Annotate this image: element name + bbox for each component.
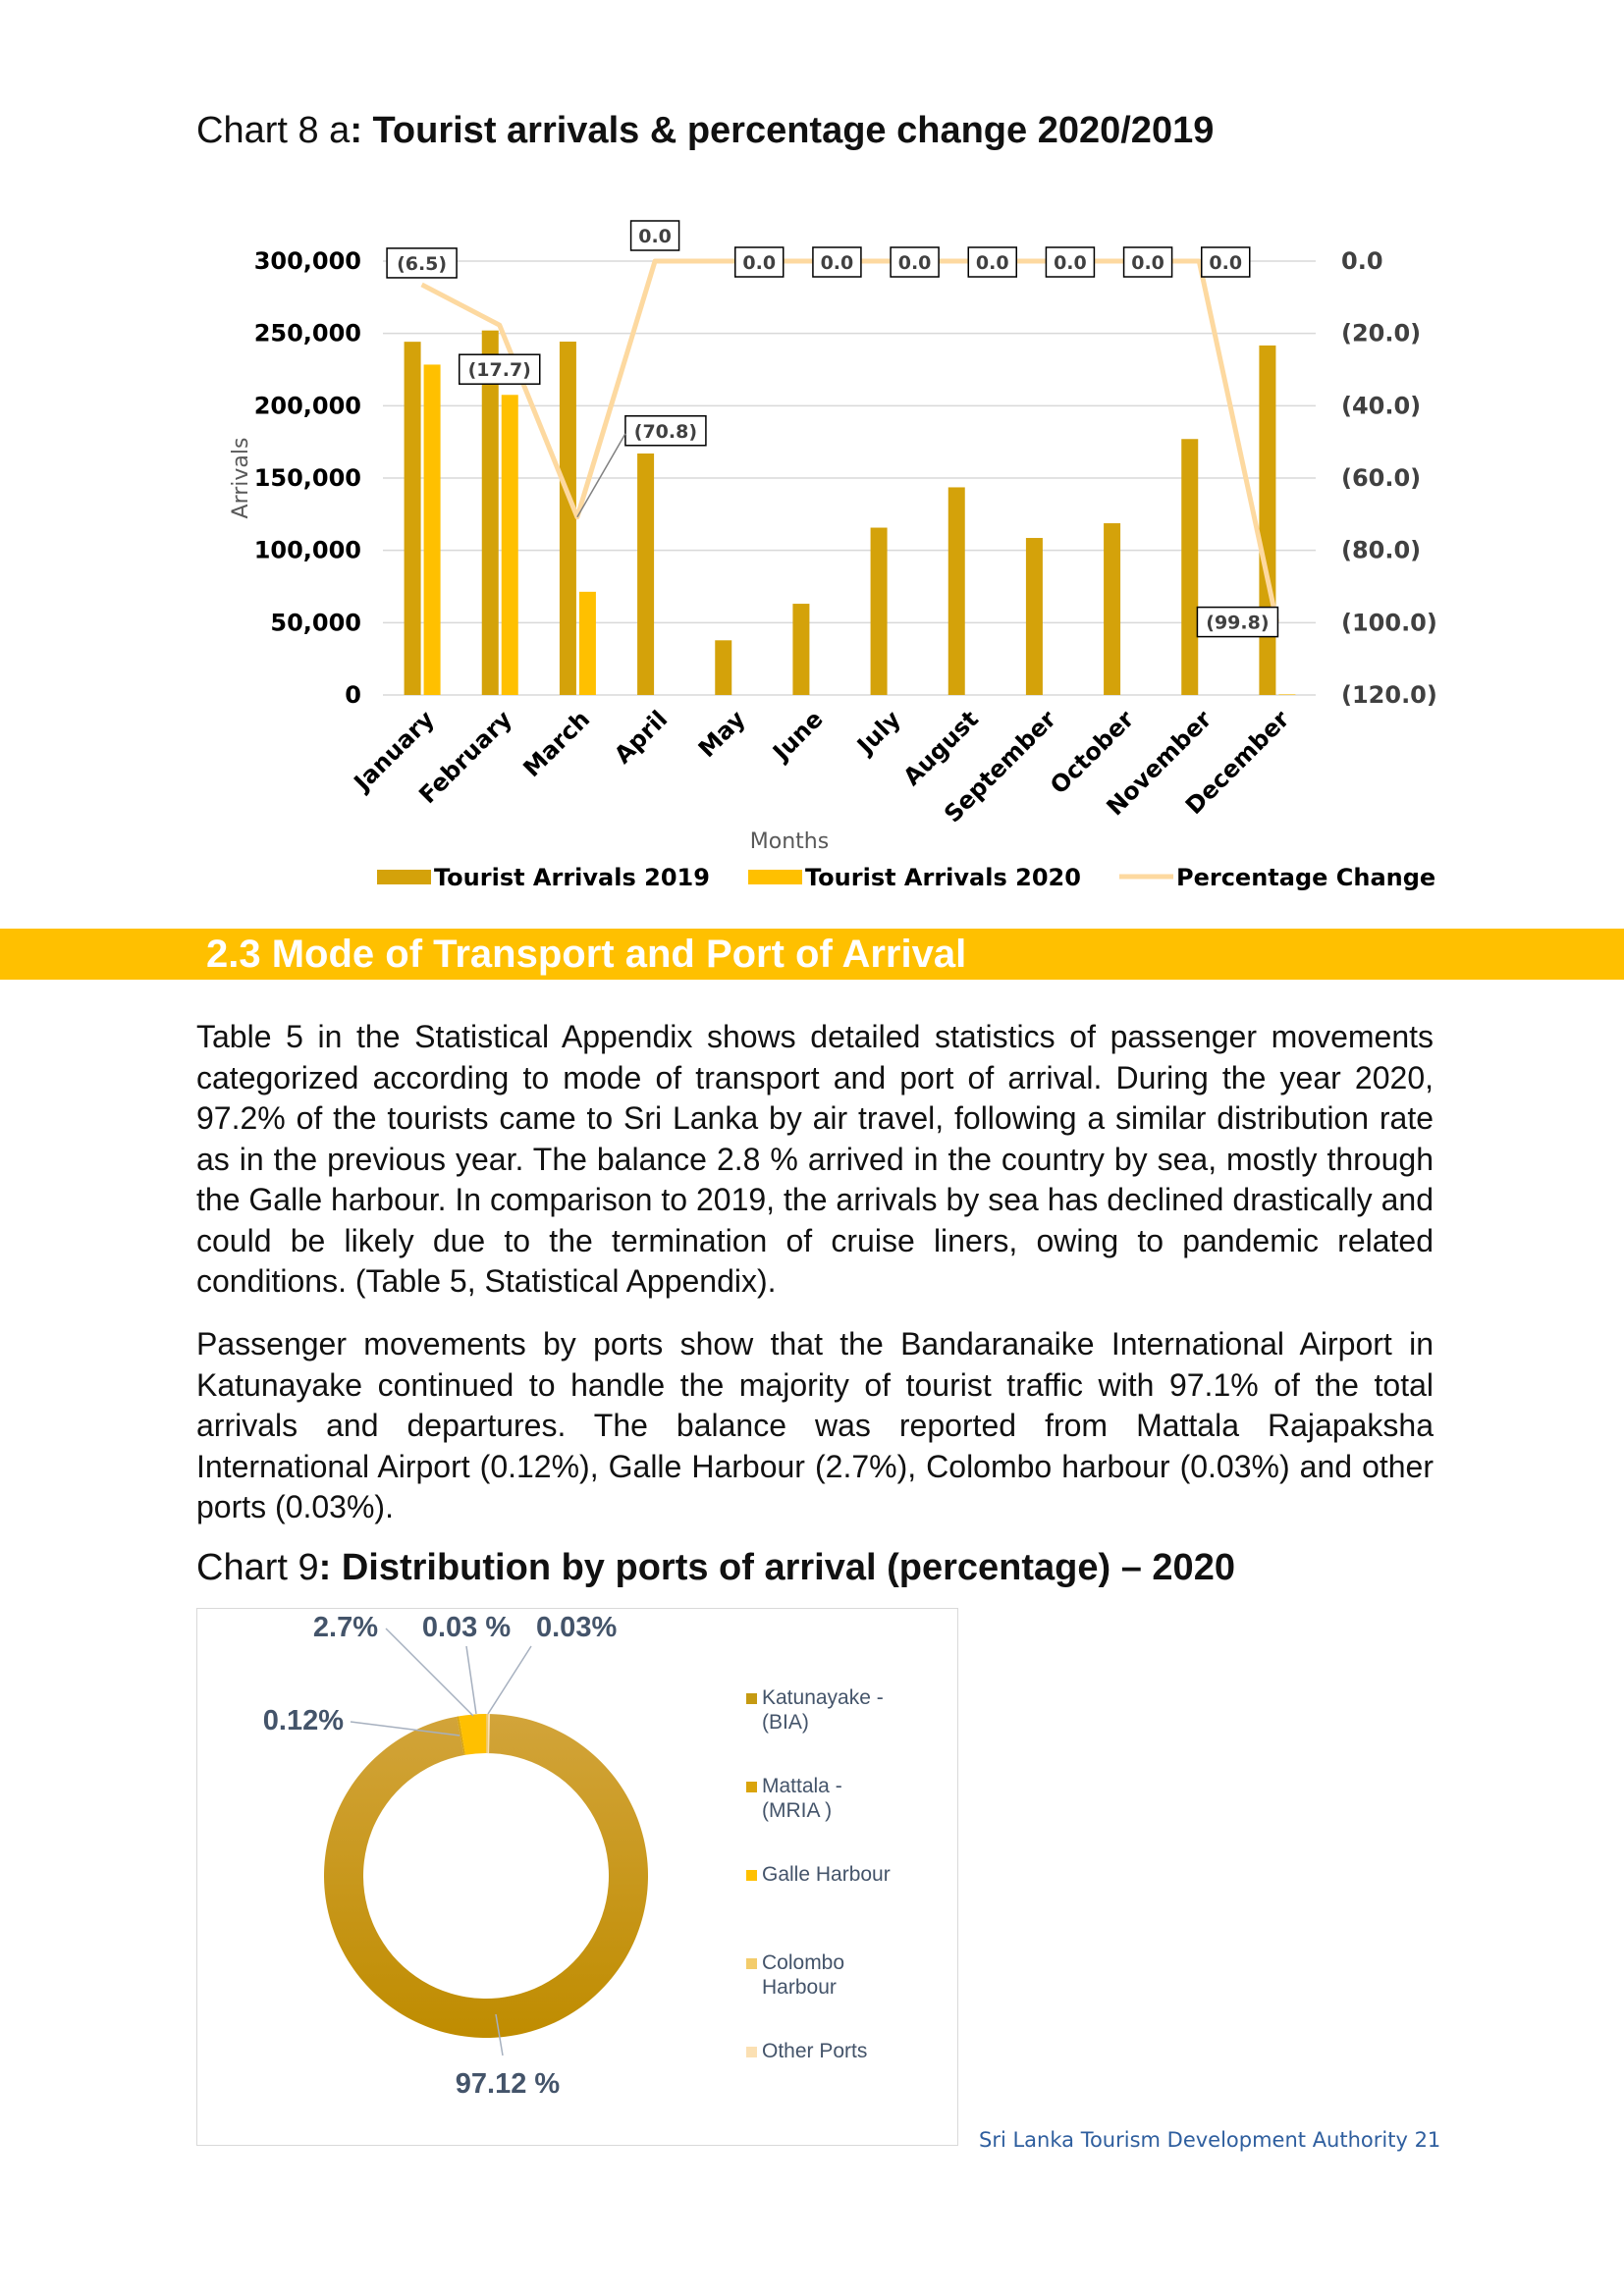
- data-label: 0.0: [1201, 246, 1251, 278]
- y2-tick-label: (20.0): [1341, 320, 1421, 347]
- data-label-box: [890, 246, 940, 278]
- x-tick-label: May: [693, 705, 751, 763]
- y2-tick-label: (120.0): [1341, 681, 1437, 709]
- data-label-text: (6.5): [397, 253, 447, 275]
- data-label-text: 0.0: [821, 252, 854, 274]
- data-label: 0.0: [967, 246, 1017, 278]
- data-label: 0.0: [734, 246, 785, 278]
- paragraph-ports: Passenger movements by ports show that t…: [196, 1326, 1434, 1524]
- data-label-text: 0.0: [1131, 252, 1164, 274]
- y-tick-label: 0: [345, 681, 361, 709]
- bar-2019: [404, 342, 421, 695]
- tourist-arrivals-chart: 300,000 250,000 200,000 150,000 100,000 50,00…: [229, 220, 1437, 891]
- legend-label: Percentage Change: [1176, 864, 1435, 891]
- bar-2019: [1025, 538, 1043, 695]
- legend-swatch: [377, 870, 431, 884]
- data-label: 0.0: [629, 220, 680, 251]
- data-label: (6.5): [386, 247, 458, 279]
- x-axis-title: Months: [750, 829, 829, 854]
- section-heading: 2.3 Mode of Transport and Port of Arriva…: [206, 933, 967, 976]
- data-label-text: (70.8): [634, 421, 697, 443]
- data-label-box: [734, 246, 785, 278]
- y2-tick-label: (80.0): [1341, 537, 1421, 564]
- data-label-box: [1196, 606, 1279, 638]
- bar-2020: [1278, 694, 1296, 695]
- data-label-leader: [576, 433, 626, 518]
- legend-label: Tourist Arrivals 2019: [434, 864, 710, 891]
- bar-2019: [1104, 523, 1121, 695]
- data-label-text: 0.0: [1054, 252, 1087, 274]
- data-label-box: [967, 246, 1017, 278]
- data-label-text: 0.0: [638, 226, 672, 247]
- bar-2020: [578, 591, 596, 695]
- data-label: 0.0: [1045, 246, 1096, 278]
- chart-8-title-bold: : Tourist arrivals & percentage change 2…: [350, 110, 1215, 151]
- y2-tick-label: (60.0): [1341, 464, 1421, 492]
- bar-2020: [423, 364, 441, 695]
- data-label: 0.0: [812, 246, 862, 278]
- y-axis-title: Arrivals: [229, 438, 253, 519]
- bar-2020: [501, 395, 518, 695]
- data-label-text: (17.7): [468, 359, 531, 381]
- chart-9-title-prefix: Chart 9: [196, 1547, 319, 1588]
- data-label-box: [386, 247, 458, 279]
- data-label: 0.0: [1122, 246, 1173, 278]
- chart-8-title-prefix: Chart 8 a: [196, 110, 351, 151]
- bar-2019: [481, 330, 499, 695]
- x-tick-label: April: [609, 705, 673, 769]
- data-label-box: [1122, 246, 1173, 278]
- data-label-box: [1201, 246, 1251, 278]
- data-label: (70.8): [624, 415, 707, 447]
- y2-tick-label: 0.0: [1341, 247, 1383, 275]
- percentage-change-line: [420, 258, 1279, 623]
- y-tick-label: 50,000: [270, 609, 361, 636]
- y-tick-label: 300,000: [254, 247, 361, 275]
- bar-2019: [1181, 439, 1199, 695]
- y2-tick-label: (40.0): [1341, 392, 1421, 419]
- legend-swatch: [748, 870, 802, 884]
- data-label-box: [629, 220, 680, 251]
- data-label-box: [812, 246, 862, 278]
- bar-2019: [715, 640, 732, 695]
- data-label-text: 0.0: [976, 252, 1009, 274]
- data-label-text: 0.0: [898, 252, 932, 274]
- y-tick-label: 200,000: [254, 392, 361, 419]
- bar-2019: [947, 487, 965, 695]
- paragraph-transport-mode: Table 5 in the Statistical Appendix show…: [196, 1019, 1434, 1299]
- x-tick-label: June: [766, 705, 828, 767]
- section-heading-band: 2.3 Mode of Transport and Port of Arriva…: [0, 929, 1624, 980]
- data-label-text: 0.0: [742, 252, 776, 274]
- data-label-text: (99.8): [1206, 613, 1269, 634]
- y-tick-label: 100,000: [254, 537, 361, 564]
- data-label: 0.0: [890, 246, 940, 278]
- bar-2019: [1259, 345, 1276, 695]
- bar-2019: [637, 453, 655, 695]
- y-tick-label: 250,000: [254, 320, 361, 347]
- data-label: (17.7): [459, 353, 541, 385]
- page-footer: Sri Lanka Tourism Development Authority …: [979, 2128, 1441, 2152]
- chart-9-title: Chart 9: Distribution by ports of arriva…: [196, 1547, 1235, 1589]
- data-label-box: [1045, 246, 1096, 278]
- bar-2019: [792, 604, 810, 695]
- ports-chart-frame: [196, 1608, 958, 2146]
- y2-tick-label: (100.0): [1341, 609, 1437, 636]
- chart-9-title-bold: : Distribution by ports of arrival (perc…: [318, 1547, 1235, 1588]
- y-tick-label: 150,000: [254, 464, 361, 492]
- bar-2019: [870, 527, 888, 695]
- data-label-box: [624, 415, 707, 447]
- x-tick-label: March: [518, 705, 596, 782]
- bar-2019: [559, 342, 576, 695]
- data-label-box: [459, 353, 541, 385]
- chart-8-title: Chart 8 a: Tourist arrivals & percentage…: [196, 110, 1214, 152]
- x-tick-label: July: [850, 705, 906, 761]
- data-label: (99.8): [1196, 606, 1279, 638]
- data-label-text: 0.0: [1209, 252, 1242, 274]
- legend-label: Tourist Arrivals 2020: [805, 864, 1081, 891]
